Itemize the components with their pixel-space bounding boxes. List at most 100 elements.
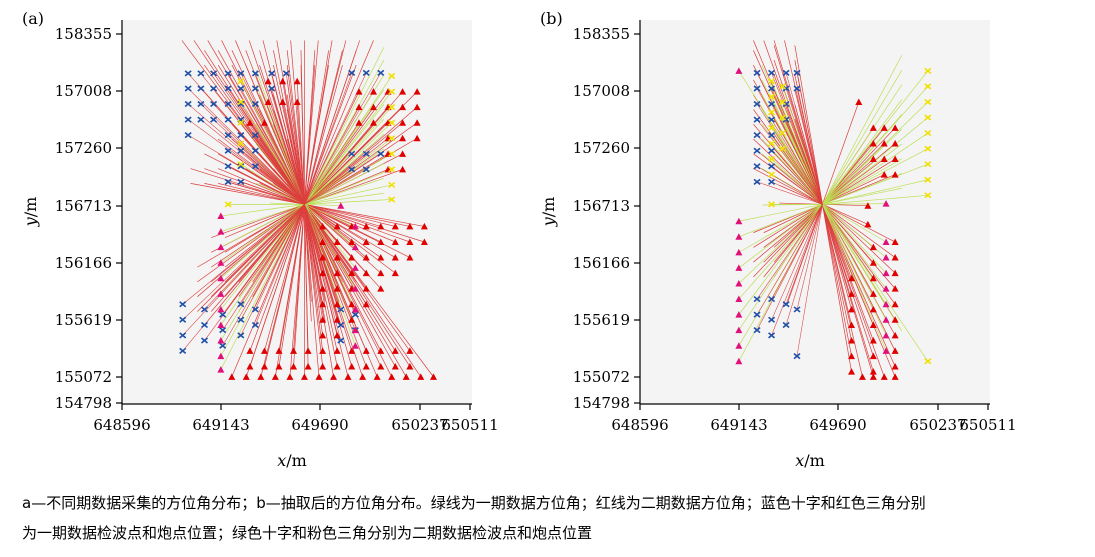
source-point <box>217 321 225 328</box>
source-point <box>391 362 399 370</box>
source-point <box>391 238 399 245</box>
source-point <box>319 285 327 292</box>
azimuth-line <box>271 73 305 205</box>
azimuth-line <box>228 181 305 205</box>
azimuth-line <box>255 204 305 310</box>
azimuth-line <box>771 72 823 205</box>
source-point <box>228 373 236 380</box>
azimuth-line <box>785 204 823 326</box>
source-point <box>377 285 385 292</box>
receiver-point <box>362 69 370 77</box>
source-point <box>417 373 425 380</box>
receiver-point <box>924 98 932 106</box>
receiver-point <box>237 163 245 170</box>
source-point <box>351 326 359 334</box>
receiver-point <box>224 70 232 77</box>
source-point <box>319 347 327 354</box>
source-point <box>290 362 298 370</box>
receiver-point <box>793 306 801 313</box>
azimuth-line <box>227 134 305 205</box>
source-point <box>882 331 890 339</box>
source-point <box>351 264 359 271</box>
azimuth-line <box>796 204 823 357</box>
receiver-point <box>753 85 761 92</box>
source-point <box>399 150 407 157</box>
receiver-point <box>251 85 259 92</box>
y-tick-label: 157008 <box>55 82 112 100</box>
receiver-point <box>224 178 232 185</box>
receiver-point <box>184 70 192 77</box>
source-point <box>391 347 399 354</box>
azimuth-line <box>200 119 305 205</box>
receiver-point <box>753 295 761 303</box>
source-point <box>864 220 872 228</box>
azimuth-line <box>240 204 305 320</box>
source-point <box>319 238 327 245</box>
source-point <box>377 222 385 230</box>
azimuth-line <box>289 40 319 377</box>
azimuth-line <box>304 169 367 205</box>
y-tick-label: 158355 <box>55 25 112 43</box>
source-point <box>848 352 856 360</box>
azimuth-line <box>182 204 305 336</box>
source-point <box>348 254 356 261</box>
source-point <box>362 362 370 370</box>
receiver-point <box>768 124 776 131</box>
source-point <box>891 362 899 370</box>
receiver-point <box>377 150 385 157</box>
receiver-point <box>778 98 786 106</box>
azimuth-line <box>304 72 382 205</box>
source-point <box>304 347 312 354</box>
source-point <box>864 202 872 209</box>
y-tick-label: 154798 <box>573 394 630 412</box>
series-0 <box>753 69 801 360</box>
source-point <box>735 67 743 74</box>
receiver-point <box>224 201 232 208</box>
source-point <box>891 254 899 261</box>
source-point <box>869 305 877 313</box>
source-point <box>355 103 363 111</box>
receiver-point <box>348 166 356 173</box>
azimuth-line <box>182 204 305 305</box>
receiver-point <box>388 166 396 173</box>
source-point <box>891 316 899 323</box>
receiver-point <box>388 104 396 111</box>
receiver-point <box>197 116 205 123</box>
source-point <box>246 119 254 126</box>
receiver-point <box>251 70 259 77</box>
receiver-point <box>753 116 761 123</box>
azimuth-line <box>771 81 823 205</box>
azimuth-line <box>756 204 823 331</box>
receiver-point <box>768 100 776 108</box>
source-point <box>869 139 877 147</box>
azimuth-line <box>771 103 823 205</box>
source-point <box>271 373 279 380</box>
azimuth-line <box>822 148 929 205</box>
azimuth-line <box>304 106 392 205</box>
figure-caption: a—不同期数据采集的方位角分布；b—抽取后的方位角分布。绿线为一期数据方位角；红… <box>22 488 1082 548</box>
receiver-point <box>793 352 801 360</box>
receiver-point <box>768 140 776 147</box>
receiver-point <box>224 163 232 170</box>
source-point <box>333 269 341 277</box>
receiver-point <box>768 295 776 303</box>
azimuth-line <box>787 101 860 302</box>
receiver-point <box>197 70 205 77</box>
receiver-point <box>753 147 761 154</box>
source-point <box>362 300 370 308</box>
receiver-point <box>251 306 259 313</box>
source-point <box>264 77 272 85</box>
azimuth-line <box>822 194 928 205</box>
source-point <box>420 222 428 230</box>
receiver-point <box>388 72 396 80</box>
receiver-point <box>768 171 776 178</box>
azimuth-line <box>796 88 823 205</box>
receiver-point <box>237 332 245 339</box>
y-tick-label: 156166 <box>55 254 112 272</box>
source-point <box>882 269 890 277</box>
receiver-point <box>924 161 932 168</box>
source-point <box>359 373 367 380</box>
receiver-point <box>924 67 932 74</box>
y-tick-label: 156713 <box>573 197 630 215</box>
